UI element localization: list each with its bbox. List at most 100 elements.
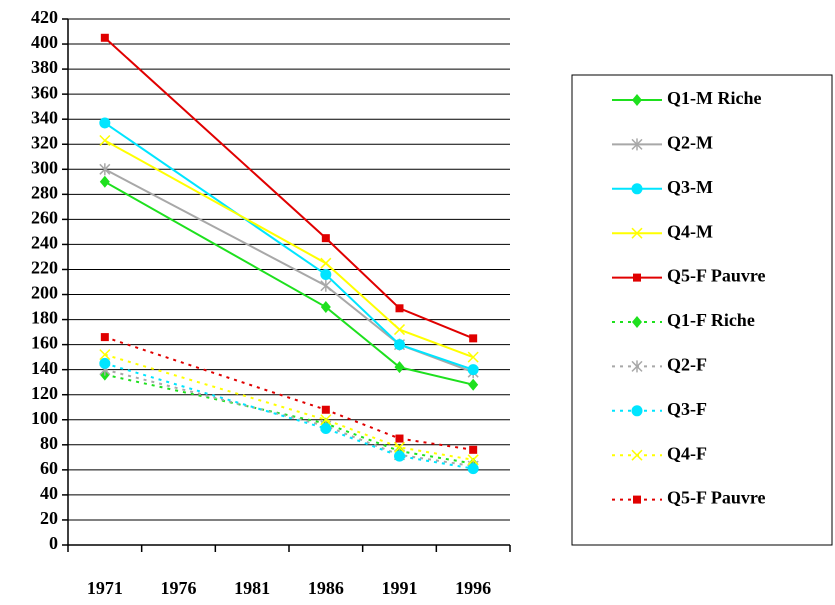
y-tick-label: 280 [31, 182, 58, 202]
series-line [104, 37, 474, 340]
marker [320, 423, 332, 435]
series-line [104, 122, 474, 371]
marker-shape [467, 454, 479, 466]
y-tick-label: 80 [40, 433, 58, 453]
marker [394, 450, 405, 462]
marker [395, 304, 404, 313]
marker-shape [631, 183, 643, 195]
marker [100, 333, 109, 342]
y-tick-label: 120 [31, 383, 58, 403]
marker-shape [394, 361, 405, 374]
y-tick-label: 0 [49, 533, 58, 553]
y-tick-label: 240 [31, 233, 58, 253]
x-tick-label: 1971 [87, 578, 123, 598]
legend-label: Q1-F Riche [667, 310, 755, 330]
marker-shape [633, 495, 641, 504]
legend-label: Q4-F [667, 443, 707, 463]
marker-shape [394, 339, 405, 351]
y-tick-label: 20 [40, 508, 58, 528]
marker-shape [100, 33, 109, 42]
marker-shape [631, 227, 643, 239]
marker [632, 316, 642, 328]
y-tick-label: 100 [31, 408, 58, 428]
legend-label: Q3-M [667, 177, 713, 197]
marker-shape [395, 304, 404, 313]
marker [320, 268, 332, 280]
legend-label: Q5-F Pauvre [667, 266, 765, 286]
marker-shape [631, 449, 643, 461]
x-tick-label: 1976 [161, 578, 197, 598]
marker-shape [320, 301, 331, 314]
marker-shape [321, 405, 330, 414]
y-tick-label: 300 [31, 157, 58, 177]
marker-shape [321, 234, 330, 243]
marker [394, 361, 405, 374]
y-tick-label: 40 [40, 483, 58, 503]
marker-shape [394, 450, 405, 462]
marker-shape [99, 117, 111, 129]
y-tick-label: 60 [40, 458, 58, 478]
marker [320, 257, 332, 269]
y-tick-label: 400 [31, 32, 58, 52]
marker-shape [99, 134, 111, 147]
marker-shape [395, 434, 404, 443]
y-tick-label: 380 [31, 57, 58, 77]
marker-shape [467, 364, 479, 376]
marker [394, 339, 405, 351]
marker [393, 441, 406, 453]
marker-shape [100, 333, 109, 342]
marker [321, 405, 330, 414]
y-tick-label: 180 [31, 308, 58, 328]
marker [631, 405, 643, 417]
marker [393, 324, 406, 336]
marker [633, 495, 641, 504]
legend-label: Q4-M [667, 221, 713, 241]
marker [100, 33, 109, 42]
legend-label: Q5-F Pauvre [667, 488, 765, 508]
marker [320, 414, 332, 426]
marker [99, 349, 111, 361]
marker [469, 334, 478, 343]
y-tick-label: 320 [31, 132, 58, 152]
marker [467, 351, 479, 363]
x-tick-label: 1986 [308, 578, 344, 598]
x-tick-label: 1996 [455, 578, 491, 598]
marker-shape [469, 334, 478, 343]
y-tick-label: 340 [31, 107, 58, 127]
legend-label: Q2-M [667, 133, 713, 153]
marker [99, 117, 111, 129]
legend-label: Q3-F [667, 399, 707, 419]
marker [631, 449, 643, 461]
marker-shape [633, 273, 641, 282]
marker [395, 434, 404, 443]
marker [631, 360, 643, 373]
legend-label: Q2-F [667, 355, 707, 375]
marker-shape [99, 357, 111, 369]
x-tick-label: 1981 [234, 578, 270, 598]
marker-shape [631, 405, 643, 417]
marker [320, 301, 331, 314]
y-tick-label: 220 [31, 258, 58, 278]
marker [321, 234, 330, 243]
marker-shape [393, 441, 406, 453]
marker-shape [467, 463, 479, 475]
marker [631, 183, 643, 195]
marker [632, 94, 642, 106]
series-line [104, 180, 474, 386]
marker [468, 378, 479, 391]
x-tick-label: 1991 [382, 578, 418, 598]
marker-shape [632, 316, 642, 328]
marker [467, 364, 479, 376]
marker [99, 175, 110, 188]
marker-shape [320, 268, 332, 280]
marker-shape [468, 378, 479, 391]
y-tick-label: 260 [31, 208, 58, 228]
y-tick-label: 200 [31, 283, 58, 303]
y-tick-label: 360 [31, 82, 58, 102]
marker [99, 134, 111, 147]
marker-shape [320, 423, 332, 435]
series-line [104, 368, 474, 468]
marker-shape [99, 175, 110, 188]
